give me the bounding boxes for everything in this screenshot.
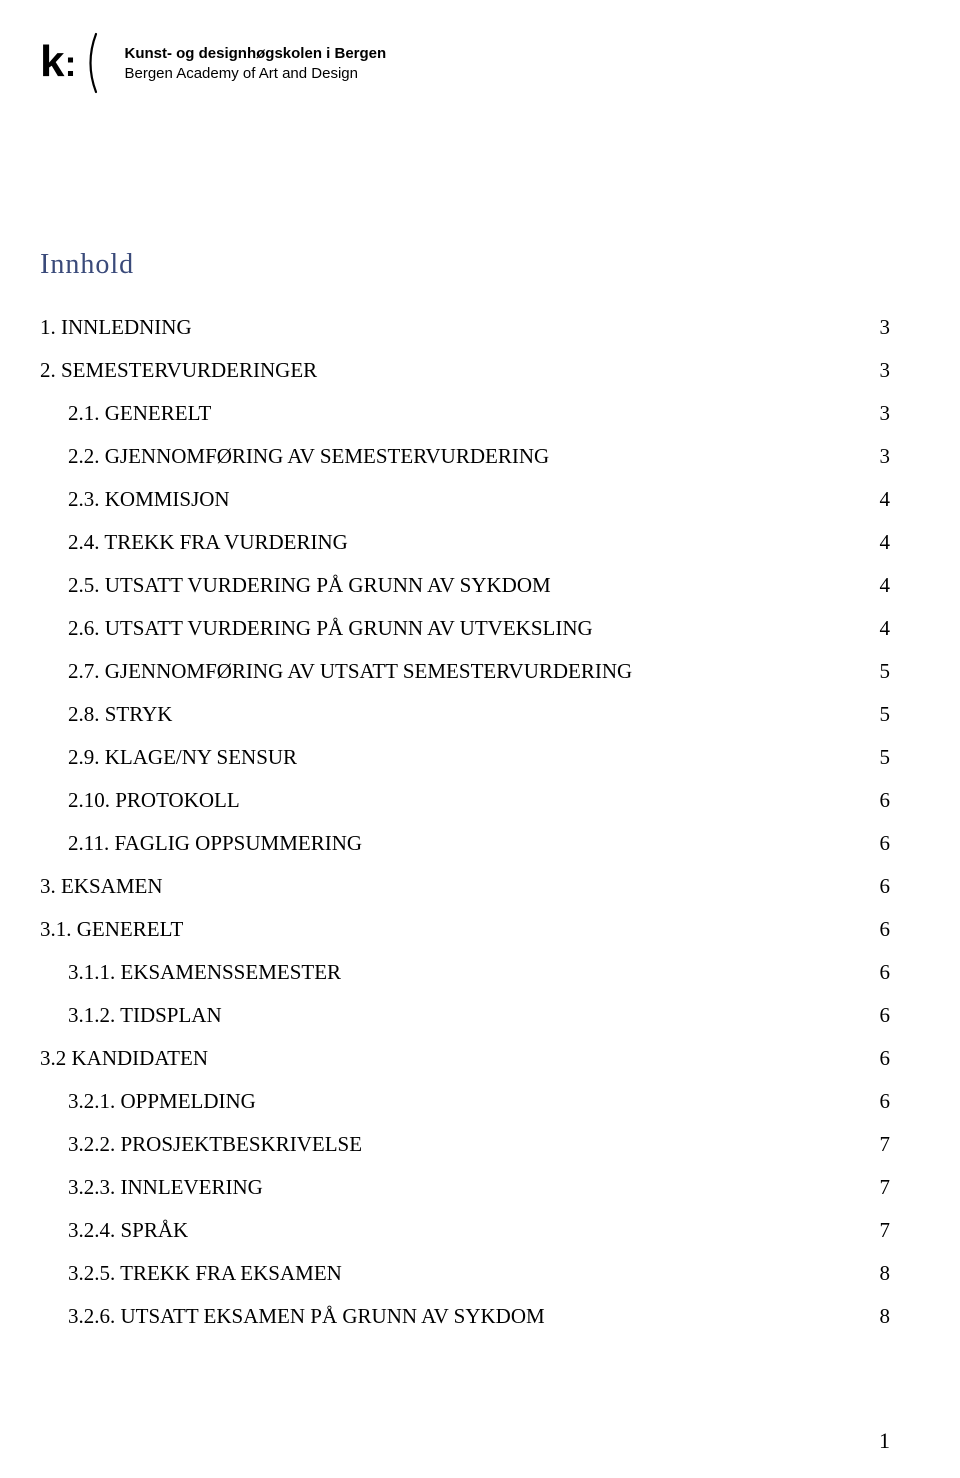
toc-label: 3.2.3. INNLEVERING: [68, 1177, 864, 1198]
school-line2: Bergen Academy of Art and Design: [124, 64, 386, 84]
toc-page: 3: [864, 360, 890, 381]
toc-page: 4: [864, 489, 890, 510]
toc-row: 2.3. KOMMISJON4: [40, 489, 890, 510]
toc-row: 3.2.5. TREKK FRA EKSAMEN8: [40, 1263, 890, 1284]
toc-row: 1. INNLEDNING3: [40, 317, 890, 338]
toc-row: 2.8. STRYK5: [40, 704, 890, 725]
toc-page: 5: [864, 747, 890, 768]
toc-label: 2.5. UTSATT VURDERING PÅ GRUNN AV SYKDOM: [68, 575, 864, 596]
toc-page: 6: [864, 1048, 890, 1069]
toc-label: 3.1. GENERELT: [40, 919, 864, 940]
toc-title: Innhold: [40, 249, 890, 281]
toc-page: 6: [864, 919, 890, 940]
page-number: 1: [879, 1428, 890, 1454]
toc-page: 6: [864, 1005, 890, 1026]
toc-row: 3.2.6. UTSATT EKSAMEN PÅ GRUNN AV SYKDOM…: [40, 1306, 890, 1327]
toc-page: 4: [864, 532, 890, 553]
toc-page: 5: [864, 704, 890, 725]
toc-row: 2.10. PROTOKOLL6: [40, 790, 890, 811]
toc-row: 2.6. UTSATT VURDERING PÅ GRUNN AV UTVEKS…: [40, 618, 890, 639]
toc-row: 2.4. TREKK FRA VURDERING4: [40, 532, 890, 553]
toc-row: 2.2. GJENNOMFØRING AV SEMESTERVURDERING3: [40, 446, 890, 467]
school-line1: Kunst- og designhøgskolen i Bergen: [124, 44, 386, 64]
toc-page: 7: [864, 1134, 890, 1155]
toc-row: 2.5. UTSATT VURDERING PÅ GRUNN AV SYKDOM…: [40, 575, 890, 596]
toc-page: 7: [864, 1220, 890, 1241]
toc-row: 3.1. GENERELT6: [40, 919, 890, 940]
toc-label: 2.8. STRYK: [68, 704, 864, 725]
toc-label: 2.11. FAGLIG OPPSUMMERING: [68, 833, 864, 854]
toc-label: 2. SEMESTERVURDERINGER: [40, 360, 864, 381]
toc-label: 3.2.6. UTSATT EKSAMEN PÅ GRUNN AV SYKDOM: [68, 1306, 864, 1327]
toc-row: 3.2.4. SPRÅK7: [40, 1220, 890, 1241]
toc-label: 2.10. PROTOKOLL: [68, 790, 864, 811]
toc-label: 3.2.4. SPRÅK: [68, 1220, 864, 1241]
toc-page: 5: [864, 661, 890, 682]
toc-list: 1. INNLEDNING32. SEMESTERVURDERINGER32.1…: [40, 317, 890, 1327]
toc-label: 2.1. GENERELT: [68, 403, 864, 424]
toc-label: 3.1.2. TIDSPLAN: [68, 1005, 864, 1026]
toc-row: 2. SEMESTERVURDERINGER3: [40, 360, 890, 381]
toc-row: 3.1.1. EKSAMENSSEMESTER6: [40, 962, 890, 983]
toc-row: 2.7. GJENNOMFØRING AV UTSATT SEMESTERVUR…: [40, 661, 890, 682]
toc-page: 4: [864, 575, 890, 596]
toc-page: 4: [864, 618, 890, 639]
toc-row: 3.2 KANDIDATEN6: [40, 1048, 890, 1069]
toc-page: 3: [864, 446, 890, 467]
toc-page: 6: [864, 1091, 890, 1112]
toc-page: 8: [864, 1306, 890, 1327]
toc-label: 3.1.1. EKSAMENSSEMESTER: [68, 962, 864, 983]
toc-row: 2.9. KLAGE/NY SENSUR5: [40, 747, 890, 768]
toc-label: 1. INNLEDNING: [40, 317, 864, 338]
toc-label: 2.6. UTSATT VURDERING PÅ GRUNN AV UTVEKS…: [68, 618, 864, 639]
toc-label: 2.2. GJENNOMFØRING AV SEMESTERVURDERING: [68, 446, 864, 467]
toc-page: 3: [864, 317, 890, 338]
toc-page: 8: [864, 1263, 890, 1284]
toc-page: 6: [864, 790, 890, 811]
toc-label: 3.2.2. PROSJEKTBESKRIVELSE: [68, 1134, 864, 1155]
toc-row: 2.1. GENERELT3: [40, 403, 890, 424]
toc-label: 2.9. KLAGE/NY SENSUR: [68, 747, 864, 768]
toc-row: 3. EKSAMEN6: [40, 876, 890, 897]
toc-label: 3.2.5. TREKK FRA EKSAMEN: [68, 1263, 864, 1284]
school-name: Kunst- og designhøgskolen i Bergen Berge…: [124, 44, 386, 85]
toc-label: 3.2 KANDIDATEN: [40, 1048, 864, 1069]
toc-page: 7: [864, 1177, 890, 1198]
toc-label: 3.2.1. OPPMELDING: [68, 1091, 864, 1112]
logo: k :: [40, 40, 102, 99]
page-header: k : Kunst- og designhøgskolen i Bergen B…: [40, 40, 890, 99]
toc-row: 3.2.2. PROSJEKTBESKRIVELSE7: [40, 1134, 890, 1155]
toc-row: 2.11. FAGLIG OPPSUMMERING6: [40, 833, 890, 854]
toc-row: 3.2.1. OPPMELDING6: [40, 1091, 890, 1112]
toc-page: 6: [864, 876, 890, 897]
toc-label: 3. EKSAMEN: [40, 876, 864, 897]
logo-paren-icon: [82, 32, 102, 99]
toc-row: 3.1.2. TIDSPLAN6: [40, 1005, 890, 1026]
toc-row: 3.2.3. INNLEVERING7: [40, 1177, 890, 1198]
logo-letter: k: [40, 40, 62, 84]
logo-colon: :: [64, 46, 76, 82]
toc-label: 2.7. GJENNOMFØRING AV UTSATT SEMESTERVUR…: [68, 661, 864, 682]
toc-label: 2.4. TREKK FRA VURDERING: [68, 532, 864, 553]
toc-label: 2.3. KOMMISJON: [68, 489, 864, 510]
toc-page: 3: [864, 403, 890, 424]
toc-page: 6: [864, 962, 890, 983]
toc-page: 6: [864, 833, 890, 854]
